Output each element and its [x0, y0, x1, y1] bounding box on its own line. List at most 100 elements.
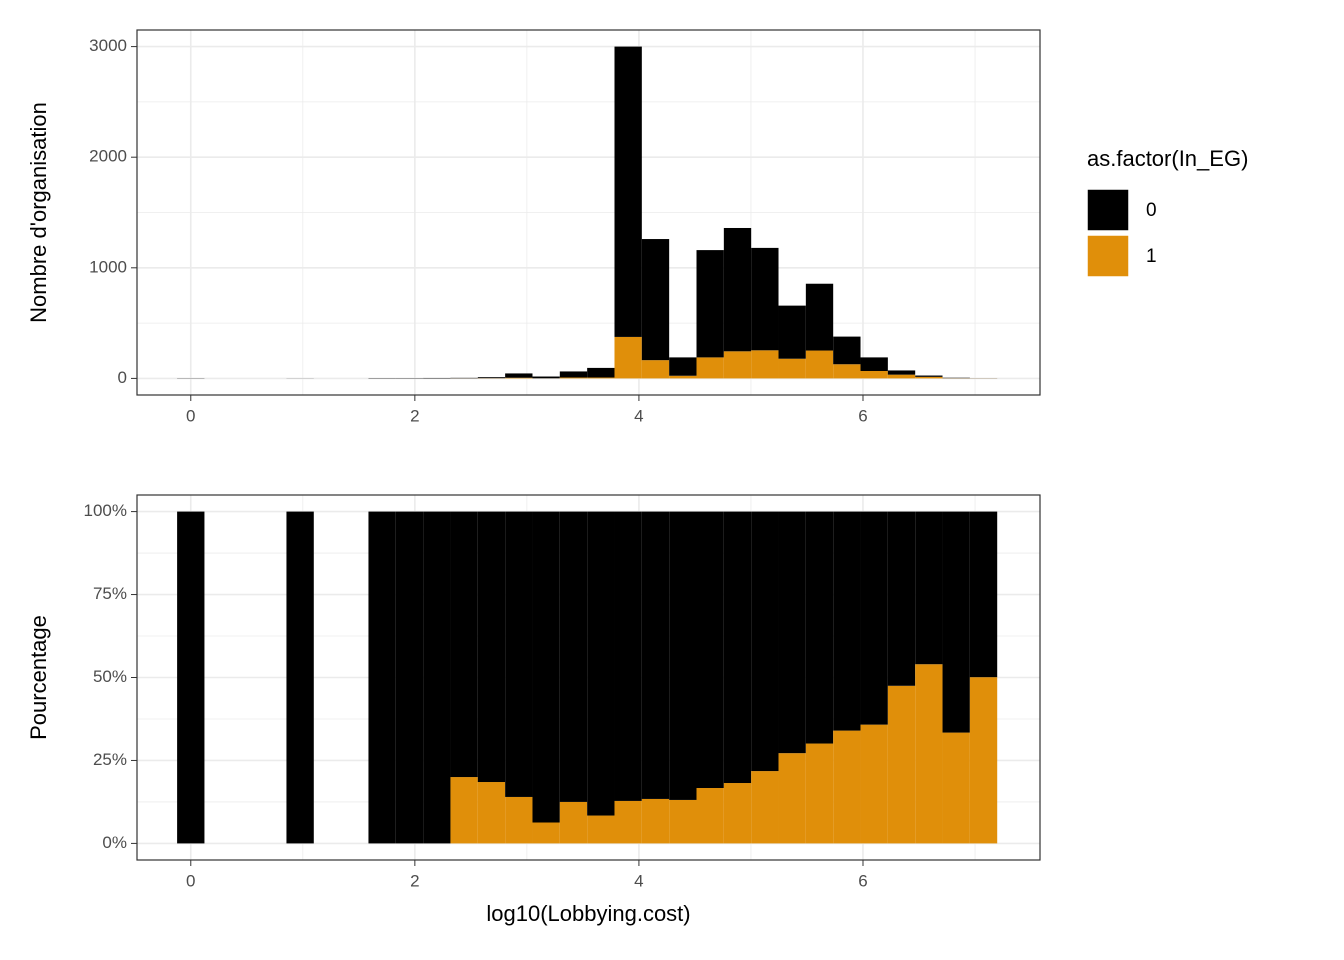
bar — [696, 787, 724, 844]
bar — [368, 511, 396, 844]
bar — [587, 815, 615, 844]
y-tick-label: 3000 — [89, 36, 127, 55]
bar — [505, 377, 533, 379]
bar — [969, 677, 998, 844]
x-tick-label: 2 — [410, 406, 419, 425]
bar — [696, 250, 724, 358]
bar — [887, 511, 916, 686]
bar — [778, 358, 806, 379]
bar — [696, 357, 724, 379]
bar — [423, 511, 451, 844]
y-tick-label: 2000 — [89, 147, 127, 166]
bar — [450, 511, 478, 778]
bar — [751, 350, 779, 379]
bar — [942, 511, 970, 733]
legend-label: 1 — [1146, 246, 1157, 267]
bar — [559, 377, 588, 379]
bar — [860, 370, 888, 379]
bar — [477, 377, 506, 379]
y-tick-label: 25% — [93, 750, 127, 769]
bar — [286, 511, 314, 844]
bar — [532, 511, 560, 823]
bar — [641, 511, 670, 799]
x-tick-label: 2 — [410, 871, 419, 890]
bar — [614, 336, 642, 379]
y-tick-label: 100% — [84, 501, 127, 520]
bar — [751, 771, 779, 844]
bar — [477, 511, 506, 783]
x-tick-label: 4 — [634, 871, 643, 890]
bar — [477, 782, 506, 844]
bar — [614, 511, 642, 801]
bar — [641, 798, 670, 844]
x-axis-title: log10(Lobbying.cost) — [486, 901, 690, 926]
bar — [751, 247, 779, 351]
bar — [614, 800, 642, 844]
bar — [177, 511, 205, 844]
legend-label: 0 — [1146, 200, 1157, 221]
bar — [915, 664, 943, 844]
bar — [915, 376, 943, 379]
bar — [559, 801, 588, 844]
bar — [587, 377, 615, 379]
bar — [587, 511, 615, 816]
bar — [833, 336, 861, 365]
panel-border — [136, 494, 1041, 861]
bar — [805, 743, 834, 844]
bar — [614, 46, 642, 337]
bar — [505, 373, 533, 378]
x-tick-label: 6 — [858, 871, 867, 890]
bar — [915, 511, 943, 665]
bar — [778, 305, 806, 359]
bar — [723, 511, 752, 784]
bar — [395, 511, 424, 844]
bar — [942, 732, 970, 844]
y-tick-label: 75% — [93, 584, 127, 603]
bar — [833, 511, 861, 731]
legend-key — [1086, 234, 1130, 278]
y-tick-label: 0% — [102, 833, 127, 852]
bar — [696, 511, 724, 788]
bar — [723, 783, 752, 844]
bar — [641, 239, 670, 361]
legend-title: as.factor(In_EG) — [1087, 146, 1248, 171]
y-axis-title: Nombre d'organisation — [26, 102, 51, 323]
bar — [778, 753, 806, 844]
bar — [587, 367, 615, 378]
x-tick-label: 0 — [186, 871, 195, 890]
x-tick-label: 6 — [858, 406, 867, 425]
bar — [860, 724, 888, 844]
bar — [505, 796, 533, 844]
bar — [805, 350, 834, 379]
legend-key — [1086, 188, 1130, 232]
bar — [860, 511, 888, 725]
bar — [833, 364, 861, 379]
bar — [751, 511, 779, 772]
bar — [641, 360, 670, 379]
bar — [532, 376, 560, 379]
bar — [887, 685, 916, 844]
bar — [887, 370, 916, 375]
bar — [669, 375, 697, 379]
y-tick-label: 50% — [93, 667, 127, 686]
bar — [669, 511, 697, 800]
bar — [860, 357, 888, 371]
bar — [559, 511, 588, 802]
y-axis-title: Pourcentage — [26, 615, 51, 740]
bar — [969, 511, 998, 678]
bar — [833, 730, 861, 844]
y-tick-label: 1000 — [89, 257, 127, 276]
bar — [505, 511, 533, 797]
x-tick-label: 0 — [186, 406, 195, 425]
bar — [559, 371, 588, 378]
bar — [887, 374, 916, 379]
bar — [915, 375, 943, 377]
y-tick-label: 0 — [118, 368, 127, 387]
bar — [669, 357, 697, 376]
bar — [778, 511, 806, 754]
panel-border — [136, 29, 1041, 396]
x-tick-label: 4 — [634, 406, 643, 425]
bar — [669, 799, 697, 844]
bar — [450, 777, 478, 844]
